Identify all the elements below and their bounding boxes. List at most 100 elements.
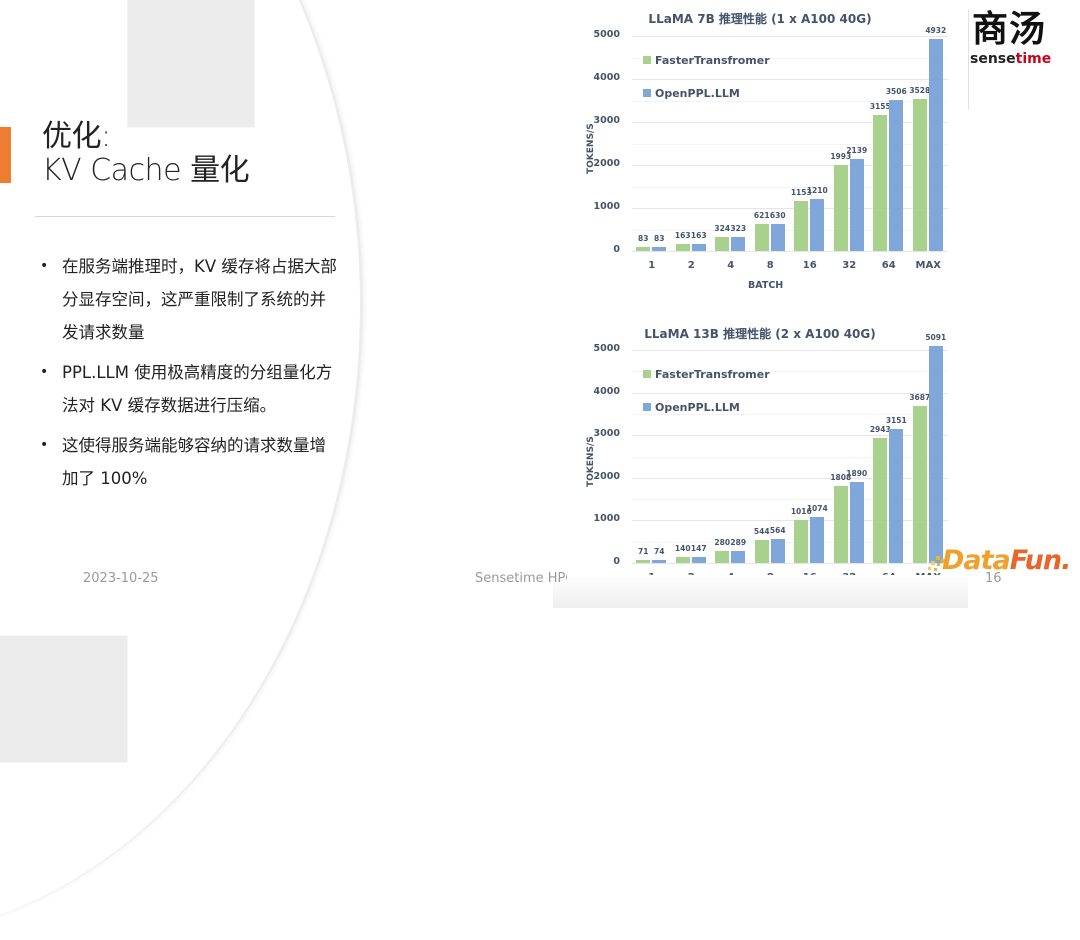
data-label: 5091 bbox=[925, 333, 947, 343]
gridline bbox=[632, 520, 948, 522]
x-tick-label: 8 bbox=[766, 260, 774, 271]
gridline bbox=[632, 57, 948, 59]
chart-title: LLaMA 13B 推理性能 (2 x A100 40G) bbox=[644, 327, 876, 341]
data-label: 163 bbox=[690, 230, 707, 240]
data-label: 564 bbox=[769, 525, 786, 535]
y-tick-label: 0 bbox=[613, 556, 620, 567]
bar-fastertransformer bbox=[794, 201, 809, 251]
gridline bbox=[632, 165, 948, 166]
gridline bbox=[632, 100, 948, 102]
title-divider bbox=[35, 216, 335, 217]
legend-swatch-icon bbox=[643, 370, 651, 378]
y-tick-label: 3000 bbox=[593, 115, 620, 126]
bullet-item: PPL.LLM 使用极高精度的分组量化方法对 KV 缓存数据进行压缩。 bbox=[40, 356, 340, 422]
bar-fastertransformer bbox=[794, 519, 809, 563]
legend-label: OpenPPL.LLM bbox=[655, 87, 740, 100]
gridline bbox=[632, 79, 948, 80]
legend-item: OpenPPL.LLM bbox=[643, 87, 740, 100]
legend-label: OpenPPL.LLM bbox=[655, 401, 740, 414]
bar-openppl bbox=[889, 100, 904, 251]
data-label: 3506 bbox=[885, 87, 907, 97]
data-label: 1074 bbox=[806, 504, 828, 514]
logo-en-prefix: sense bbox=[970, 51, 1016, 67]
data-label: 140 bbox=[674, 544, 691, 554]
data-label: 1890 bbox=[846, 469, 868, 479]
gridline bbox=[632, 392, 948, 394]
data-label: 280 bbox=[714, 538, 731, 548]
y-axis-label: TOKENS/S bbox=[586, 435, 596, 487]
footer-org: Sensetime HPC bbox=[475, 571, 567, 586]
data-label: 71 bbox=[638, 546, 649, 556]
y-tick-label: 4000 bbox=[593, 72, 620, 83]
bar-fastertransformer bbox=[675, 557, 690, 563]
gridline bbox=[632, 435, 948, 437]
slide-title: 优化: KV Cache 量化 bbox=[42, 120, 250, 188]
y-tick-label: 2000 bbox=[593, 158, 620, 169]
bar-fastertransformer bbox=[636, 559, 651, 563]
data-label: 2943 bbox=[869, 424, 891, 434]
data-label: 147 bbox=[690, 543, 707, 553]
bar-openppl bbox=[810, 198, 825, 251]
gridline bbox=[632, 36, 948, 37]
bar-fastertransformer bbox=[715, 237, 730, 251]
bar-openppl bbox=[889, 428, 904, 563]
gridline bbox=[632, 143, 948, 145]
data-label: 1808 bbox=[830, 472, 852, 482]
data-label: 544 bbox=[753, 526, 770, 536]
footer-date: 2023-10-25 bbox=[83, 571, 159, 586]
image-bottom-fade bbox=[553, 575, 968, 608]
bar-openppl bbox=[691, 556, 706, 563]
bar-fastertransformer bbox=[873, 437, 888, 563]
data-label: 4932 bbox=[925, 25, 947, 35]
gridline bbox=[632, 122, 948, 123]
gridline bbox=[632, 371, 948, 373]
watermark-data: Data bbox=[942, 545, 1011, 576]
legend-item: OpenPPL.LLM bbox=[643, 401, 740, 414]
data-label: 3687 bbox=[909, 392, 931, 402]
x-axis-label: BATCH bbox=[748, 280, 784, 291]
x-tick-label: 64 bbox=[881, 260, 896, 271]
bar-openppl bbox=[770, 538, 785, 563]
bar-fastertransformer bbox=[833, 485, 848, 563]
bar-fastertransformer bbox=[912, 405, 927, 563]
data-label: 74 bbox=[654, 546, 665, 556]
data-label: 163 bbox=[674, 230, 691, 240]
bar-fastertransformer bbox=[754, 539, 769, 563]
data-label: 323 bbox=[730, 224, 747, 234]
gridline bbox=[632, 499, 948, 501]
x-tick-label: 2 bbox=[687, 260, 695, 271]
legend-swatch-icon bbox=[643, 56, 651, 64]
bar-openppl bbox=[928, 346, 943, 563]
legend-item: FasterTransfromer bbox=[643, 54, 770, 67]
x-tick-label: 4 bbox=[727, 260, 735, 271]
gridline bbox=[632, 563, 948, 564]
gridline bbox=[632, 541, 948, 543]
x-tick-label: 32 bbox=[842, 260, 857, 271]
legend-label: FasterTransfromer bbox=[655, 368, 770, 381]
bar-fastertransformer bbox=[833, 165, 848, 251]
data-label: 324 bbox=[714, 224, 731, 234]
data-label: 83 bbox=[654, 234, 665, 244]
data-label: 83 bbox=[638, 234, 649, 244]
legend-item: FasterTransfromer bbox=[643, 368, 770, 381]
gridline bbox=[632, 456, 948, 458]
bar-openppl bbox=[770, 223, 785, 251]
gridline bbox=[632, 350, 948, 351]
bar-openppl bbox=[928, 38, 943, 251]
bar-openppl bbox=[691, 243, 706, 251]
data-label: 2139 bbox=[846, 146, 868, 156]
data-label: 1210 bbox=[806, 185, 828, 195]
bar-fastertransformer bbox=[675, 243, 690, 251]
data-label: 289 bbox=[730, 537, 747, 547]
legend-swatch-icon bbox=[643, 89, 651, 97]
bullet-list: 在服务端推理时，KV 缓存将占据大部分显存空间，这严重限制了系统的并发请求数量 … bbox=[40, 250, 340, 502]
gridline bbox=[632, 251, 948, 252]
bar-fastertransformer bbox=[754, 224, 769, 251]
logo-en-suffix: time bbox=[1015, 51, 1052, 67]
bar-openppl bbox=[731, 550, 746, 563]
chart-llama-7b: LLaMA 7B 推理性能 (1 x A100 40G) 0 1000 2000 30… bbox=[570, 0, 950, 300]
y-tick-label: 1000 bbox=[593, 513, 620, 525]
x-tick-label: 1 bbox=[648, 260, 656, 271]
chart-llama-13b: LLaMA 13B 推理性能 (2 x A100 40G) 0 1000 2000 3… bbox=[570, 316, 950, 608]
bar-openppl bbox=[652, 247, 667, 251]
